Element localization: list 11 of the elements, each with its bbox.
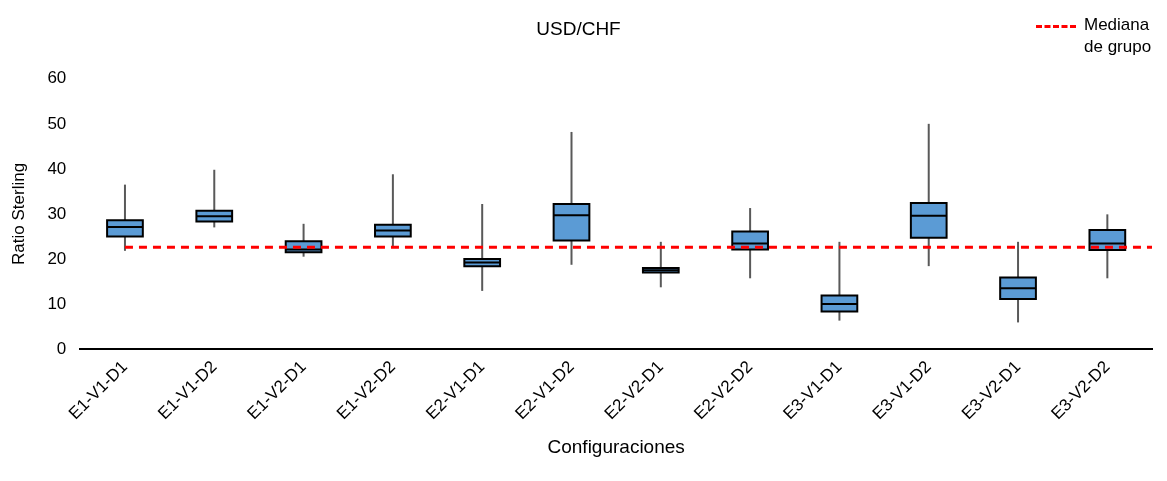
- y-axis-title: Ratio Sterling: [8, 162, 28, 265]
- y-tick-label: 30: [47, 203, 67, 223]
- y-tick-label: 60: [47, 68, 67, 88]
- y-tick-label: 50: [47, 113, 67, 133]
- y-tick-label: 0: [56, 338, 67, 358]
- y-tick-label: 10: [47, 293, 67, 313]
- y-tick-label: 20: [47, 248, 67, 268]
- chart-title: USD/CHF: [536, 17, 621, 39]
- legend-label: Mediana de grupo: [1084, 14, 1153, 58]
- x-axis-title: Configuraciones: [547, 435, 685, 457]
- y-tick-label: 40: [47, 158, 67, 178]
